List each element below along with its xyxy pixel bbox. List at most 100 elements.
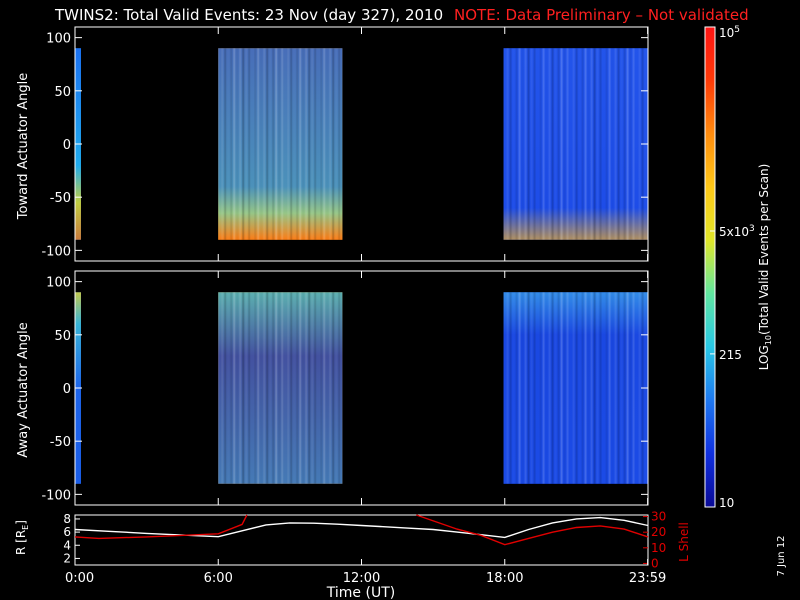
heatmap-streak xyxy=(287,292,290,484)
heatmap-streak xyxy=(515,292,518,484)
heatmap-streak xyxy=(575,48,578,240)
heatmap-streak xyxy=(527,48,530,240)
heatmap-streak xyxy=(509,292,512,484)
heatmap-streak xyxy=(260,292,262,483)
heatmap-streak xyxy=(248,48,251,240)
heatmap-streak xyxy=(617,292,620,484)
colorbar-scale xyxy=(704,26,716,508)
heatmap-streak xyxy=(539,292,542,484)
heatmap-streak xyxy=(296,48,299,240)
toward-ylabel: Toward Actuator Angle xyxy=(16,73,31,220)
heatmap-streak xyxy=(506,48,509,240)
heatmap-streak xyxy=(623,292,626,484)
heatmap-streak xyxy=(275,292,278,484)
y-tick-label: 50 xyxy=(54,85,71,100)
heatmap-streak xyxy=(308,292,311,484)
heatmap-streak xyxy=(596,292,599,484)
heatmap-streak xyxy=(581,48,584,240)
heatmap-streak xyxy=(329,48,332,240)
orbit-right-tick-label: 30 xyxy=(651,510,666,524)
heatmap-streak xyxy=(329,292,332,484)
colorbar-tick-label: 215 xyxy=(719,348,742,362)
heatmap-streak xyxy=(506,292,509,484)
heatmap-streak xyxy=(546,48,548,239)
heatmap-streak xyxy=(617,48,620,240)
heatmap-streak xyxy=(314,48,317,240)
heatmap-streak xyxy=(290,48,293,240)
heatmap-streak xyxy=(557,292,560,484)
heatmap-streak xyxy=(593,292,596,484)
heatmap-streak xyxy=(584,48,587,240)
heatmap-streak xyxy=(314,292,317,484)
heatmap-streak xyxy=(557,48,560,240)
heatmap-streak xyxy=(563,292,566,484)
heatmap-streak xyxy=(572,292,575,484)
heatmap-streak xyxy=(560,292,563,484)
y-tick-label: 0 xyxy=(63,382,71,397)
y-tick-label: 100 xyxy=(46,32,71,47)
x-tick-label: 23:59 xyxy=(629,571,666,586)
heatmap-streak xyxy=(266,292,269,484)
heatmap-streak xyxy=(605,48,608,240)
orbit-left-ylabel: R [RE] xyxy=(14,520,30,555)
heatmap-streak xyxy=(614,48,617,240)
heatmap-streak xyxy=(509,48,512,240)
heatmap-streak xyxy=(539,48,542,240)
heatmap-streak xyxy=(332,48,335,240)
orbit-left-tick-label: 6 xyxy=(63,525,71,539)
y-tick-label: 100 xyxy=(46,276,71,291)
orbit-right-tick-label: 20 xyxy=(651,525,666,539)
heatmap-streak xyxy=(272,292,275,484)
heatmap-streak xyxy=(605,292,608,484)
heatmap-streak xyxy=(263,48,266,240)
heatmap-streak xyxy=(221,48,224,240)
heatmap-streak xyxy=(278,48,281,240)
heatmap-streak xyxy=(305,292,308,484)
heatmap-streak xyxy=(629,292,632,484)
y-tick-label: 0 xyxy=(63,138,71,153)
heatmap-streak xyxy=(542,48,545,240)
heatmap-streak xyxy=(513,48,515,239)
heatmap-streak xyxy=(281,292,284,484)
heatmap-streak xyxy=(518,48,521,240)
lshell-line xyxy=(74,514,248,540)
heatmap-streak xyxy=(239,292,242,484)
heatmap-streak xyxy=(548,48,551,240)
colorbar: 105 5x103 215 10 xyxy=(704,25,755,510)
heatmap-streak xyxy=(320,48,323,240)
heatmap-block xyxy=(218,292,343,484)
heatmap-streak xyxy=(221,292,224,484)
heatmap-block xyxy=(503,292,648,484)
heatmap-streak xyxy=(626,48,629,240)
heatmap-streak xyxy=(278,292,281,484)
heatmap-streak xyxy=(612,48,614,239)
heatmap-streak xyxy=(524,48,527,240)
chart-title: TWINS2: Total Valid Events: 23 Nov (day … xyxy=(54,6,443,24)
heatmap-streak xyxy=(266,48,269,240)
heatmap-streak xyxy=(224,48,227,240)
heatmap-streak xyxy=(308,48,311,240)
heatmap-streak xyxy=(323,48,326,240)
heatmap-streak xyxy=(230,292,233,484)
orbit-left-tick-label: 4 xyxy=(63,538,71,552)
orbit-right-tick-label: 0 xyxy=(651,556,659,570)
heatmap-streak xyxy=(272,48,275,240)
heatmap-streak xyxy=(227,48,229,239)
heatmap-streak xyxy=(533,292,536,484)
heatmap-streak xyxy=(275,48,278,240)
heatmap-streak xyxy=(302,292,304,483)
y-tick-label: -100 xyxy=(41,488,71,503)
heatmap-streak xyxy=(560,48,563,240)
heatmap-streak xyxy=(566,292,569,484)
heatmap-streak xyxy=(233,48,236,240)
heatmap-streak xyxy=(227,292,229,483)
heatmap-streak xyxy=(524,292,527,484)
heatmap-streak xyxy=(584,292,587,484)
heatmap-streak xyxy=(522,292,524,483)
heatmap-streak xyxy=(299,292,302,484)
heatmap-streak xyxy=(579,48,581,239)
heatmap-streak xyxy=(530,292,533,484)
heatmap-streak xyxy=(612,292,614,483)
